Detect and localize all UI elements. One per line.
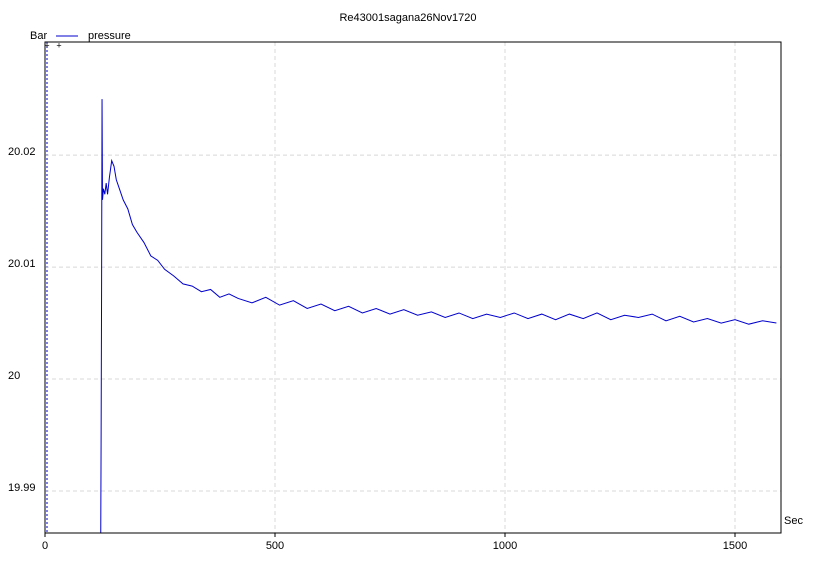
data-line xyxy=(100,99,777,533)
legend-label: pressure xyxy=(88,30,131,42)
x-tick-label: 1000 xyxy=(493,540,517,552)
x-tick-label: 500 xyxy=(266,540,284,552)
plot-frame xyxy=(44,41,782,534)
x-tick-label: 0 xyxy=(42,540,48,552)
cursor-marker: + xyxy=(44,40,49,50)
cursor-marker: + xyxy=(56,40,61,50)
x-axis-label: Sec xyxy=(784,515,803,527)
y-tick-label: 20 xyxy=(8,370,20,382)
y-tick-label: 20.01 xyxy=(8,258,36,270)
x-tick-label: 1500 xyxy=(723,540,747,552)
y-axis-label: Bar xyxy=(30,30,47,42)
y-tick-label: 20.02 xyxy=(8,146,36,158)
chart-title: Re43001sagana26Nov1720 xyxy=(339,12,476,24)
y-tick-label: 19.99 xyxy=(8,482,36,494)
